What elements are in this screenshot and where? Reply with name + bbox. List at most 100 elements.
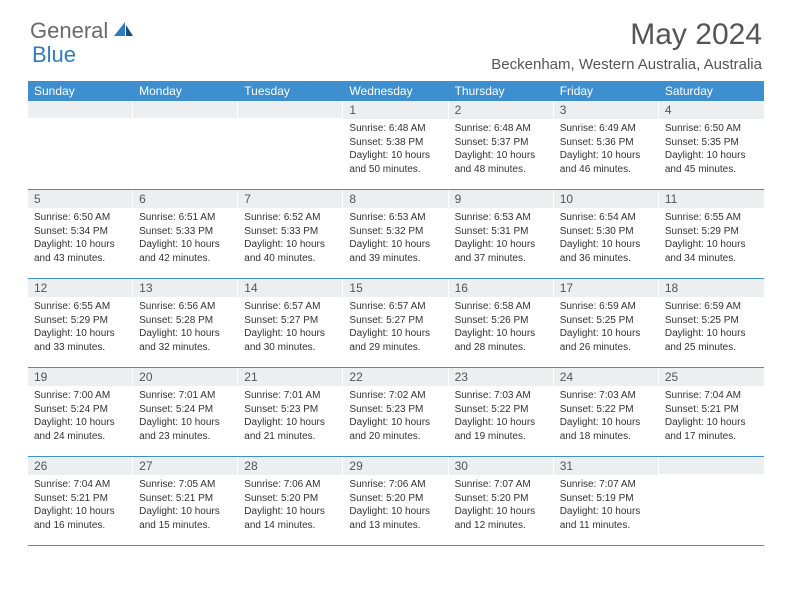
sunset-text: Sunset: 5:23 PM (244, 403, 337, 417)
daylight-text: Daylight: 10 hours and 19 minutes. (455, 416, 548, 443)
day-number: 18 (659, 279, 764, 297)
sunrise-text: Sunrise: 6:50 AM (665, 122, 758, 136)
day-number: 17 (554, 279, 659, 297)
day-number: 29 (343, 457, 448, 475)
daylight-text: Daylight: 10 hours and 15 minutes. (139, 505, 232, 532)
day-number: 1 (343, 101, 448, 119)
week-row: 19Sunrise: 7:00 AMSunset: 5:24 PMDayligh… (28, 368, 764, 457)
day-cell: 20 Sunrise: 7:01 AMSunset: 5:24 PMDayligh… (133, 368, 238, 456)
day-number: 14 (238, 279, 343, 297)
day-number: 27 (133, 457, 238, 475)
sunset-text: Sunset: 5:29 PM (34, 314, 127, 328)
day-cell: 9Sunrise: 6:53 AMSunset: 5:31 PMDaylight… (449, 190, 554, 278)
title-block: May 2024 Beckenham, Western Australia, A… (491, 18, 762, 73)
week-row: 26Sunrise: 7:04 AMSunset: 5:21 PMDayligh… (28, 457, 764, 546)
daylight-text: Daylight: 10 hours and 34 minutes. (665, 238, 758, 265)
daylight-text: Daylight: 10 hours and 48 minutes. (455, 149, 548, 176)
daylight-text: Daylight: 10 hours and 23 minutes. (139, 416, 232, 443)
dow-wednesday: Wednesday (343, 81, 448, 101)
day-cell: 15 Sunrise: 6:57 AMSunset: 5:27 PMDayligh… (343, 279, 448, 367)
sunset-text: Sunset: 5:26 PM (455, 314, 548, 328)
day-cell: 10Sunrise: 6:54 AMSunset: 5:30 PMDayligh… (554, 190, 659, 278)
brand-part2-wrap: Blue (32, 42, 76, 68)
daylight-text: Daylight: 10 hours and 37 minutes. (455, 238, 548, 265)
day-cell: 21Sunrise: 7:01 AMSunset: 5:23 PMDayligh… (238, 368, 343, 456)
day-cell: 11Sunrise: 6:55 AMSunset: 5:29 PMDayligh… (659, 190, 764, 278)
sunrise-text: Sunrise: 6:55 AM (34, 300, 127, 314)
day-body: Sunrise: 7:05 AMSunset: 5:21 PMDaylight:… (133, 475, 238, 538)
day-number: 7 (238, 190, 343, 208)
day-body: Sunrise: 7:02 AMSunset: 5:23 PMDaylight:… (343, 386, 448, 449)
day-cell: 19Sunrise: 7:00 AMSunset: 5:24 PMDayligh… (28, 368, 133, 456)
day-body: Sunrise: 6:58 AMSunset: 5:26 PMDaylight:… (449, 297, 554, 360)
sunrise-text: Sunrise: 6:56 AM (139, 300, 232, 314)
day-number: 20 (133, 368, 238, 386)
day-number: 12 (28, 279, 133, 297)
day-cell: 13Sunrise: 6:56 AMSunset: 5:28 PMDayligh… (133, 279, 238, 367)
daylight-text: Daylight: 10 hours and 24 minutes. (34, 416, 127, 443)
sunrise-text: Sunrise: 6:54 AM (560, 211, 653, 225)
day-body: Sunrise: 6:52 AMSunset: 5:33 PMDaylight:… (238, 208, 343, 271)
brand-part1: General (30, 18, 108, 44)
sunset-text: Sunset: 5:22 PM (560, 403, 653, 417)
day-body: Sunrise: 6:54 AMSunset: 5:30 PMDaylight:… (554, 208, 659, 271)
sunset-text: Sunset: 5:24 PM (34, 403, 127, 417)
sunset-text: Sunset: 5:25 PM (665, 314, 758, 328)
day-body (238, 118, 343, 127)
day-cell (238, 101, 343, 189)
sunrise-text: Sunrise: 7:01 AM (139, 389, 232, 403)
day-body: Sunrise: 6:56 AMSunset: 5:28 PMDaylight:… (133, 297, 238, 360)
day-cell: 7Sunrise: 6:52 AMSunset: 5:33 PMDaylight… (238, 190, 343, 278)
week-row: 5Sunrise: 6:50 AMSunset: 5:34 PMDaylight… (28, 190, 764, 279)
sunrise-text: Sunrise: 6:57 AM (349, 300, 442, 314)
day-number: 15 (343, 279, 448, 297)
day-cell: 22Sunrise: 7:02 AMSunset: 5:23 PMDayligh… (343, 368, 448, 456)
sunset-text: Sunset: 5:36 PM (560, 136, 653, 150)
day-number (659, 457, 764, 474)
day-body: Sunrise: 7:04 AMSunset: 5:21 PMDaylight:… (659, 386, 764, 449)
day-number: 19 (28, 368, 133, 386)
daylight-text: Daylight: 10 hours and 20 minutes. (349, 416, 442, 443)
sunset-text: Sunset: 5:21 PM (139, 492, 232, 506)
day-body: Sunrise: 6:55 AMSunset: 5:29 PMDaylight:… (659, 208, 764, 271)
sunrise-text: Sunrise: 7:05 AM (139, 478, 232, 492)
day-number: 26 (28, 457, 133, 475)
day-number (133, 101, 238, 118)
daylight-text: Daylight: 10 hours and 29 minutes. (349, 327, 442, 354)
day-cell: 5Sunrise: 6:50 AMSunset: 5:34 PMDaylight… (28, 190, 133, 278)
sunrise-text: Sunrise: 6:50 AM (34, 211, 127, 225)
sunset-text: Sunset: 5:23 PM (349, 403, 442, 417)
day-number: 4 (659, 101, 764, 119)
sunrise-text: Sunrise: 6:59 AM (560, 300, 653, 314)
day-body: Sunrise: 7:06 AMSunset: 5:20 PMDaylight:… (343, 475, 448, 538)
day-cell: 23Sunrise: 7:03 AMSunset: 5:22 PMDayligh… (449, 368, 554, 456)
daylight-text: Daylight: 10 hours and 25 minutes. (665, 327, 758, 354)
day-body: Sunrise: 6:49 AMSunset: 5:36 PMDaylight:… (554, 119, 659, 182)
sunset-text: Sunset: 5:33 PM (244, 225, 337, 239)
sunrise-text: Sunrise: 6:59 AM (665, 300, 758, 314)
sunset-text: Sunset: 5:27 PM (349, 314, 442, 328)
sunrise-text: Sunrise: 7:04 AM (665, 389, 758, 403)
day-cell (28, 101, 133, 189)
sunrise-text: Sunrise: 7:06 AM (244, 478, 337, 492)
daylight-text: Daylight: 10 hours and 14 minutes. (244, 505, 337, 532)
sunset-text: Sunset: 5:25 PM (560, 314, 653, 328)
sunrise-text: Sunrise: 6:48 AM (455, 122, 548, 136)
day-cell: 28Sunrise: 7:06 AMSunset: 5:20 PMDayligh… (238, 457, 343, 545)
day-cell: 16Sunrise: 6:58 AMSunset: 5:26 PMDayligh… (449, 279, 554, 367)
sunset-text: Sunset: 5:24 PM (139, 403, 232, 417)
daylight-text: Daylight: 10 hours and 18 minutes. (560, 416, 653, 443)
day-number: 21 (238, 368, 343, 386)
daylight-text: Daylight: 10 hours and 42 minutes. (139, 238, 232, 265)
day-cell: 30Sunrise: 7:07 AMSunset: 5:20 PMDayligh… (449, 457, 554, 545)
day-number: 8 (343, 190, 448, 208)
day-cell (659, 457, 764, 545)
day-number: 9 (449, 190, 554, 208)
day-number: 16 (449, 279, 554, 297)
day-number: 22 (343, 368, 448, 386)
day-cell (133, 101, 238, 189)
dow-saturday: Saturday (659, 81, 764, 101)
sunrise-text: Sunrise: 6:51 AM (139, 211, 232, 225)
sunset-text: Sunset: 5:20 PM (455, 492, 548, 506)
day-cell: 18 Sunrise: 6:59 AMSunset: 5:25 PMDayligh… (659, 279, 764, 367)
